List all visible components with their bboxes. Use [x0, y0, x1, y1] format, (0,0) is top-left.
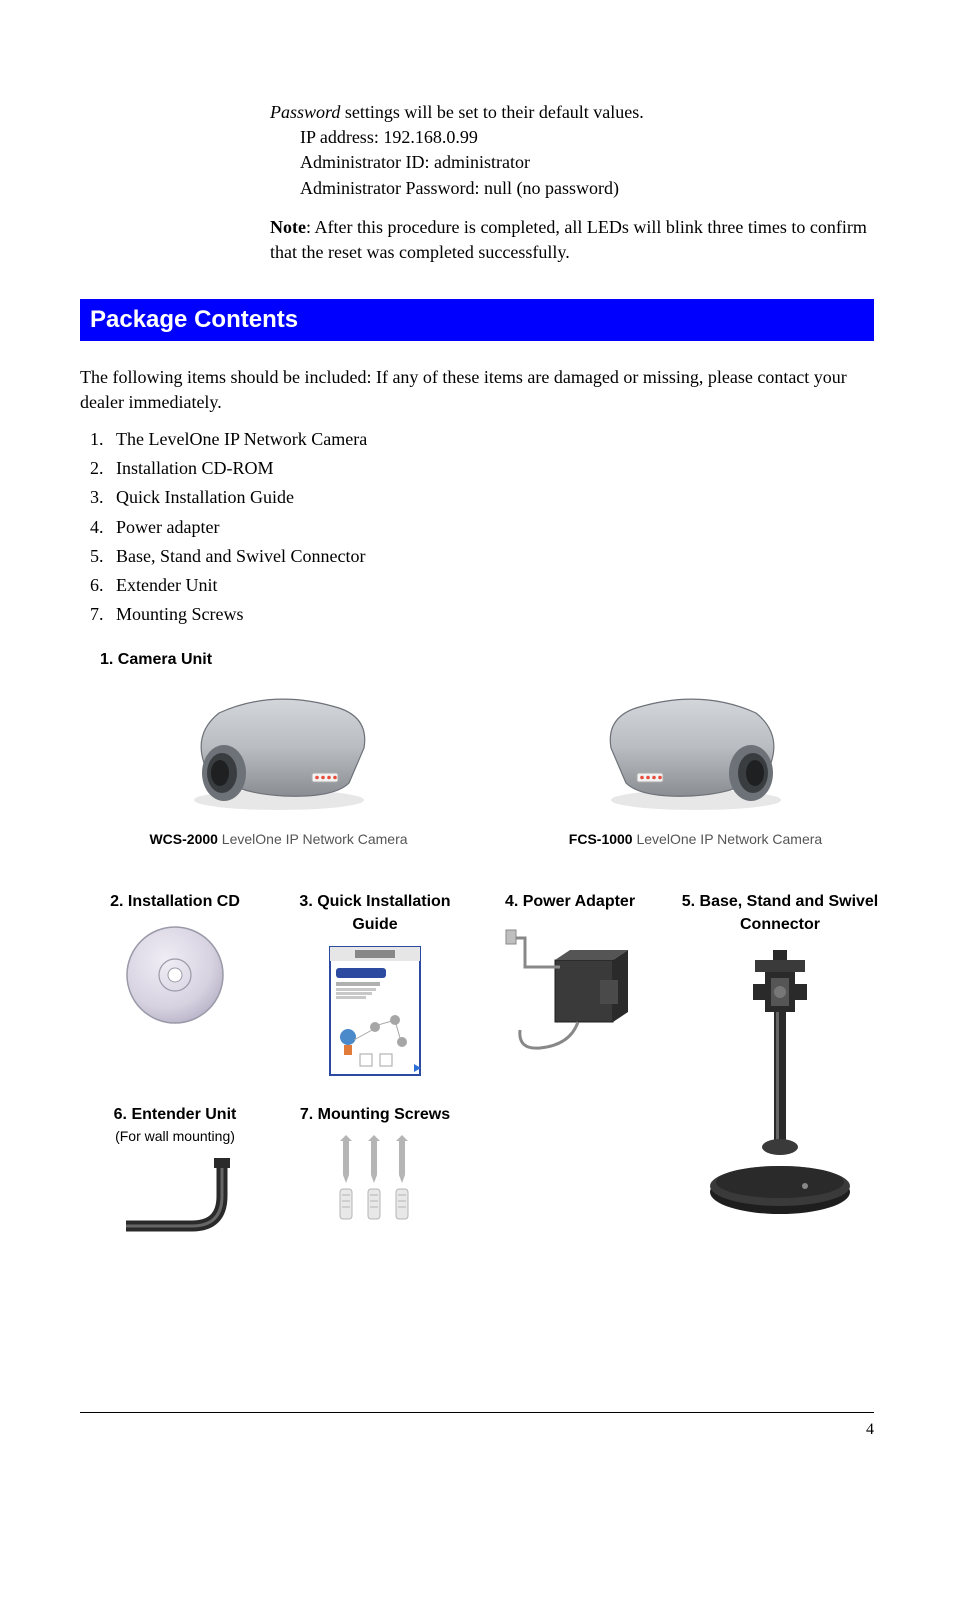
- section-header-package-contents: Package Contents: [80, 299, 874, 341]
- admin-id-line: Administrator ID: administrator: [300, 150, 874, 175]
- screws-heading: 7. Mounting Screws: [280, 1104, 470, 1126]
- list-item: The LevelOne IP Network Camera: [108, 425, 874, 454]
- camera-right-caption: FCS-1000 LevelOne IP Network Camera: [517, 830, 874, 850]
- list-item: Base, Stand and Swivel Connector: [108, 542, 874, 571]
- list-item: Mounting Screws: [108, 600, 874, 629]
- admin-pw-line: Administrator Password: null (no passwor…: [300, 176, 874, 201]
- package-intro: The following items should be included: …: [80, 365, 874, 415]
- extender-cell: 6. Entender Unit (For wall mounting): [90, 1092, 260, 1252]
- password-line: Password settings will be set to their d…: [270, 100, 874, 125]
- cd-cell: 2. Installation CD: [90, 879, 260, 1029]
- camera-fcs1000-icon: [581, 678, 811, 818]
- list-item: Quick Installation Guide: [108, 483, 874, 512]
- camera-right-col: FCS-1000 LevelOne IP Network Camera: [517, 678, 874, 850]
- figure-area: 1. Camera Unit: [80, 649, 874, 1252]
- extender-sub: (For wall mounting): [90, 1127, 260, 1147]
- power-cell: 4. Power Adapter: [490, 879, 650, 1059]
- note-paragraph: Note: After this procedure is completed,…: [270, 215, 874, 265]
- camera-row: WCS-2000 LevelOne IP Network Camera: [100, 678, 874, 850]
- guide-heading: 3. Quick Installation Guide: [280, 891, 470, 936]
- camera-left-model: WCS-2000: [149, 831, 217, 847]
- camera-left-col: WCS-2000 LevelOne IP Network Camera: [100, 678, 457, 850]
- password-italic: Password: [270, 102, 340, 122]
- power-adapter-icon: [500, 920, 640, 1060]
- page-number: 4: [866, 1421, 874, 1438]
- extender-icon: [110, 1152, 240, 1252]
- base-cell: 5. Base, Stand and Swivel Connector: [670, 879, 890, 1222]
- camera-right-desc: LevelOne IP Network Camera: [633, 831, 823, 847]
- password-rest: settings will be set to their default va…: [340, 102, 643, 122]
- base-heading: 5. Base, Stand and Swivel Connector: [670, 891, 890, 936]
- base-stand-icon: [695, 942, 865, 1222]
- camera-left-desc: LevelOne IP Network Camera: [218, 831, 408, 847]
- page-footer: 4: [80, 1412, 874, 1441]
- extender-heading-text: 6. Entender Unit: [114, 1106, 237, 1123]
- note-label: Note: [270, 217, 306, 237]
- items-grid: 2. Installation CD 3. Quick Installation…: [90, 879, 874, 1252]
- power-heading: 4. Power Adapter: [490, 891, 650, 913]
- ip-address-line: IP address: 192.168.0.99: [300, 125, 874, 150]
- note-text: : After this procedure is completed, all…: [270, 217, 867, 262]
- cd-icon: [120, 920, 230, 1030]
- package-list: The LevelOne IP Network Camera Installat…: [108, 425, 874, 629]
- list-item: Power adapter: [108, 513, 874, 542]
- list-item: Extender Unit: [108, 571, 874, 600]
- cd-heading: 2. Installation CD: [90, 891, 260, 913]
- camera-unit-heading: 1. Camera Unit: [100, 649, 874, 671]
- guide-cell: 3. Quick Installation Guide: [280, 879, 470, 1082]
- password-defaults-block: Password settings will be set to their d…: [270, 100, 874, 201]
- screws-cell: 7. Mounting Screws: [280, 1092, 470, 1232]
- guide-icon: [320, 942, 430, 1082]
- screws-icon: [320, 1133, 430, 1233]
- camera-left-caption: WCS-2000 LevelOne IP Network Camera: [100, 830, 457, 850]
- list-item: Installation CD-ROM: [108, 454, 874, 483]
- camera-right-model: FCS-1000: [569, 831, 633, 847]
- camera-wcs2000-icon: [164, 678, 394, 818]
- extender-heading: 6. Entender Unit (For wall mounting): [90, 1104, 260, 1146]
